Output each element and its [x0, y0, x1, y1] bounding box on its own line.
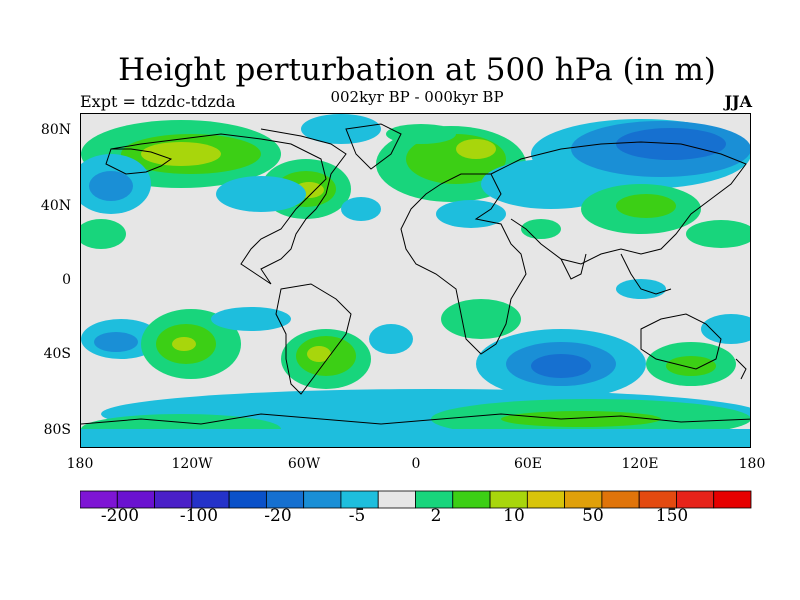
- experiment-label: Expt = tdzdc-tdzda: [80, 92, 236, 111]
- colorbar-label-7: 50: [582, 506, 604, 526]
- fill-region-southocean-green: [501, 411, 661, 427]
- colorbar-swatch: [303, 490, 342, 509]
- season-label: JJA: [724, 92, 752, 111]
- fill-region-antarctic-band: [81, 429, 750, 447]
- colorbar-swatch: [601, 490, 640, 509]
- fill-region-china-green: [616, 194, 676, 218]
- coast-europe-africa: [400, 173, 527, 355]
- fill-region-greenland-green: [386, 124, 456, 144]
- fill-region-india-lightgreen: [521, 219, 561, 239]
- coast-eurasia: [490, 141, 747, 265]
- lat-label-80s: 80S: [43, 422, 71, 438]
- colorbar-label-4: -5: [348, 506, 366, 526]
- coast-antarctica: [81, 413, 750, 425]
- lat-label-40s: 40S: [43, 346, 71, 362]
- fill-region-atlantic-cyan: [341, 197, 381, 221]
- colorbar-label-5: 2: [430, 506, 442, 526]
- colorbar-swatch: [228, 490, 267, 509]
- coast-new-zealand: [735, 358, 747, 380]
- fill-region-sp-left-blue: [94, 332, 138, 352]
- contour-fills: [81, 114, 750, 447]
- colorbar-swatch: [526, 490, 566, 509]
- fill-region-satlantic-cyan: [369, 324, 413, 354]
- fill-region-canada-cyan: [216, 176, 306, 212]
- colorbar-label-1: -200: [100, 506, 140, 526]
- plot-subtitle: 002kyr BP - 000kyr BP: [330, 88, 504, 106]
- fill-region-spacific-cyan-top: [211, 307, 291, 331]
- coastlines: [81, 123, 750, 425]
- map-panel: [80, 113, 751, 448]
- coast-alaska: [105, 148, 173, 175]
- lon-label-120e: 120E: [621, 456, 659, 472]
- lon-label-0: 0: [411, 456, 421, 472]
- fill-region-arctic-cyan: [301, 114, 381, 144]
- colorbar-label-3: -20: [264, 506, 292, 526]
- fill-region-spacific-yellow: [172, 337, 196, 351]
- fill-region-safrica-lightgreen: [441, 299, 521, 339]
- lon-label-60w: 60W: [287, 456, 321, 472]
- lon-label-60e: 60E: [513, 456, 543, 472]
- fill-region-indian-blue: [531, 354, 591, 378]
- colorbar-swatch: [452, 490, 491, 509]
- coast-south-america: [275, 283, 352, 395]
- lon-label-180e: 180: [738, 456, 766, 472]
- map-svg: [81, 114, 750, 447]
- fill-region-na-yellowgreen: [141, 142, 221, 166]
- plot-title: Height perturbation at 500 hPa (in m): [118, 52, 716, 88]
- colorbar-label-2: -100: [179, 506, 219, 526]
- coast-australia: [640, 313, 722, 370]
- lon-label-180w: 180: [66, 456, 94, 472]
- fill-region-australia-green: [666, 356, 716, 376]
- lat-label-0: 0: [62, 272, 71, 288]
- coast-greenland: [345, 123, 402, 170]
- fill-region-mideast-cyan: [436, 200, 506, 228]
- lat-label-40n: 40N: [40, 198, 71, 214]
- colorbar-label-8: 150: [655, 506, 689, 526]
- colorbar-swatch: [377, 490, 416, 509]
- colorbar-label-6: 10: [503, 506, 525, 526]
- lat-label-80n: 80N: [40, 122, 71, 138]
- coast-india: [560, 253, 587, 280]
- fill-region-europe-yellow: [456, 139, 496, 159]
- coast-se-asia: [620, 253, 672, 295]
- colorbar-swatch: [713, 490, 752, 509]
- coast-north-america: [110, 128, 347, 285]
- lon-label-120w: 120W: [171, 456, 213, 472]
- fill-region-pacific-e-cyan: [701, 314, 750, 344]
- fill-region-eastasia-green: [686, 220, 750, 248]
- fill-region-pacific-green: [81, 219, 126, 249]
- fill-region-alaska-blue: [89, 171, 133, 201]
- colorbar: [80, 490, 752, 509]
- fill-region-satlantic-yellow: [307, 346, 331, 362]
